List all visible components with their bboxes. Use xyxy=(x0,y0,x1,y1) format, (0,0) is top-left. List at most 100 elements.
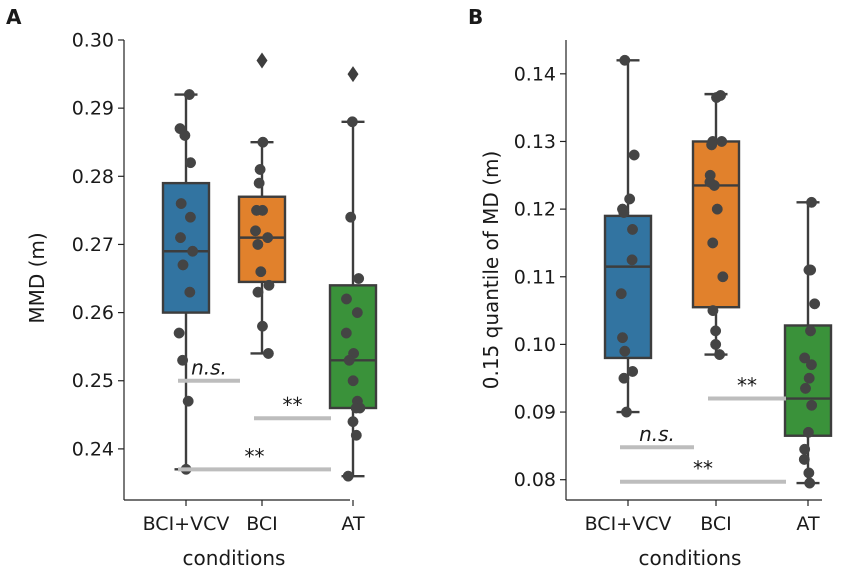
data-point-bci xyxy=(252,286,264,298)
data-point-bci-vcv xyxy=(628,149,640,161)
box-body xyxy=(691,140,741,309)
y-tick-label-b: 0.12 xyxy=(514,199,556,221)
outlier-marker xyxy=(347,66,359,83)
data-point-bci xyxy=(253,177,265,189)
box-bci-vcv-b xyxy=(603,59,653,414)
data-point-at xyxy=(351,307,363,319)
data-point-bci-vcv xyxy=(175,232,186,244)
panel-letter-a: A xyxy=(6,5,22,29)
y-axis-label-a: MMD (m) xyxy=(25,232,49,323)
x-tick-label-bci: BCI xyxy=(700,513,732,535)
data-point-bci-vcv xyxy=(179,129,191,141)
data-point-at xyxy=(805,359,817,371)
data-point-at xyxy=(340,327,352,339)
data-point-bci-vcv xyxy=(627,366,639,377)
data-point-bci xyxy=(714,349,726,361)
significance-label: ** xyxy=(737,374,757,398)
y-tick-label-b: 0.09 xyxy=(514,402,556,424)
panel-letter-b: B xyxy=(468,5,483,29)
data-point-bci xyxy=(262,232,274,244)
data-point-bci-vcv xyxy=(177,259,189,271)
data-point-at xyxy=(346,116,358,128)
y-tick-label-a: 0.26 xyxy=(72,302,114,324)
y-axis-label-b: 0.15 quantile of MD (m) xyxy=(479,151,503,390)
box-bci-vcv-a xyxy=(161,93,211,471)
data-point-bci-vcv xyxy=(185,157,197,169)
data-point-at xyxy=(347,416,359,428)
data-point-at xyxy=(345,211,357,223)
data-point-bci xyxy=(262,348,274,359)
data-point-at xyxy=(802,426,814,438)
y-tick-label-a: 0.29 xyxy=(72,98,114,120)
data-point-bci-vcv xyxy=(627,223,638,235)
panel-a: A conditions MMD (m) 0.24 0.25 0.26 0.27 0.2… xyxy=(6,5,378,570)
x-axis-label-b: conditions xyxy=(639,546,742,570)
data-point-bci xyxy=(704,176,716,188)
data-point-bci xyxy=(711,203,723,215)
data-point-bci xyxy=(255,266,267,278)
data-point-at xyxy=(799,352,811,364)
y-tick-label-a: 0.25 xyxy=(72,370,114,392)
data-point-at xyxy=(353,273,365,284)
data-point-bci-vcv xyxy=(183,89,195,100)
significance-label: ** xyxy=(245,444,265,468)
significance-label: ** xyxy=(283,393,303,417)
outlier-marker xyxy=(256,52,268,69)
data-point-bci xyxy=(710,338,722,350)
x-tick-label-at: AT xyxy=(341,513,365,535)
data-point-bci-vcv xyxy=(184,286,196,298)
data-point-bci-vcv xyxy=(184,211,196,223)
data-point-at xyxy=(343,354,355,366)
box-at-b xyxy=(783,201,833,485)
x-tick-label-bci-vcv: BCI+VCV xyxy=(585,513,672,535)
data-point-bci xyxy=(251,204,263,216)
y-tick-label-b: 0.08 xyxy=(514,469,556,491)
data-point-at xyxy=(806,399,818,411)
data-point-at xyxy=(809,298,821,310)
x-tick-label-bci: BCI xyxy=(246,513,278,535)
data-point-bci-vcv xyxy=(173,327,185,339)
data-point-at xyxy=(342,470,354,482)
data-point-bci xyxy=(711,92,722,103)
data-point-bci-vcv xyxy=(182,395,194,407)
box-body xyxy=(328,284,378,410)
data-point-bci xyxy=(257,136,269,148)
data-point-bci xyxy=(250,225,261,237)
box-at-a xyxy=(328,66,378,478)
data-point-bci-vcv xyxy=(621,406,632,418)
box-bci-a xyxy=(237,52,287,355)
panel-b: B conditions 0.15 quantile of MD (m) 0.0… xyxy=(468,5,833,570)
y-tick-label-b: 0.11 xyxy=(514,266,556,288)
x-tick-label-bci-vcv: BCI+VCV xyxy=(143,513,230,535)
data-point-at xyxy=(798,453,810,465)
data-point-bci xyxy=(257,320,268,332)
y-tick-label-a: 0.28 xyxy=(72,166,114,188)
data-point-at xyxy=(347,375,359,387)
data-point-bci xyxy=(710,325,722,337)
data-point-bci xyxy=(254,164,266,175)
y-tick-label-a: 0.27 xyxy=(72,234,114,256)
x-axis-label-a: conditions xyxy=(183,546,286,570)
y-tick-label-b: 0.13 xyxy=(514,131,556,153)
significance-label: n.s. xyxy=(191,356,227,380)
data-point-bci-vcv xyxy=(626,254,638,266)
data-point-bci xyxy=(706,139,718,151)
data-point-bci xyxy=(707,305,719,317)
data-point-at xyxy=(803,372,815,384)
box-bci-b xyxy=(691,92,741,356)
data-point-bci-vcv xyxy=(187,245,199,257)
data-point-bci xyxy=(717,271,729,283)
data-point-bci-vcv xyxy=(619,54,631,66)
data-point-bci-vcv xyxy=(175,198,187,210)
significance-label: ** xyxy=(693,457,713,481)
data-point-bci-vcv xyxy=(619,345,631,357)
y-tick-label-b: 0.14 xyxy=(514,63,556,85)
data-point-at xyxy=(804,477,816,489)
x-tick-label-at: AT xyxy=(796,513,820,535)
y-tick-label-a: 0.24 xyxy=(72,438,114,460)
data-point-at xyxy=(805,325,816,337)
data-point-at xyxy=(800,382,811,394)
y-tick-label-a: 0.30 xyxy=(72,30,114,52)
data-point-at xyxy=(350,429,362,441)
